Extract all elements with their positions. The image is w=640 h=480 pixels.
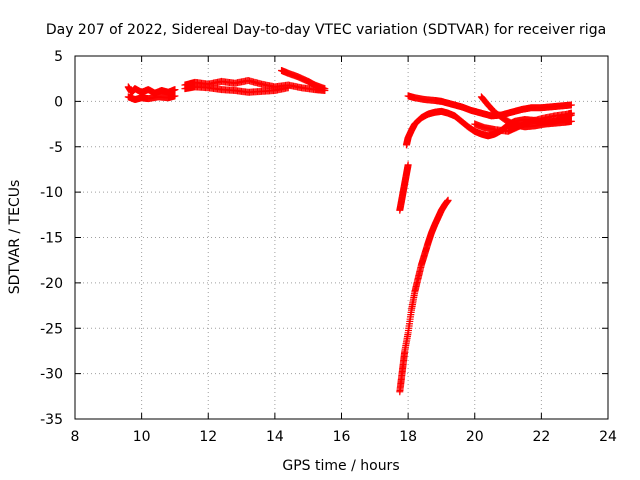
chart-title: Day 207 of 2022, Sidereal Day-to-day VTE…: [46, 22, 606, 38]
data-series-2: [124, 92, 179, 104]
data-series-7: [396, 196, 452, 396]
y-tick-label: -15: [40, 231, 63, 247]
x-tick-label: 24: [599, 429, 617, 445]
x-tick-label: 22: [532, 429, 550, 445]
x-tick-label: 10: [133, 429, 151, 445]
x-tick-label: 18: [399, 429, 417, 445]
x-tick-label: 16: [333, 429, 351, 445]
data-series-6: [396, 161, 412, 214]
y-axis-label: SDTVAR / TECUs: [7, 180, 23, 295]
y-tick-label: -5: [49, 140, 63, 156]
y-tick-label: -35: [40, 412, 63, 428]
data-point-marker: [171, 92, 179, 100]
data-series-9: [404, 92, 575, 120]
y-tick-label: -20: [40, 276, 63, 292]
y-tick-label: -25: [40, 321, 63, 337]
data-point-marker: [567, 109, 575, 117]
axis-ticks: 8 10 12 14 16 18 20 22 24 5 0 -5 -10 -15 -20 -25 -30 -35: [40, 49, 617, 445]
y-tick-label: -30: [40, 367, 63, 383]
x-tick-label: 20: [466, 429, 484, 445]
x-tick-label: 14: [266, 429, 284, 445]
plot-frame: [74, 55, 609, 420]
x-axis-label: GPS time / hours: [282, 458, 399, 474]
data-series-4: [181, 83, 292, 96]
data-points: [124, 67, 575, 396]
data-series-8: [402, 107, 575, 149]
x-tick-label: 12: [199, 429, 217, 445]
x-tick-label: 8: [71, 429, 80, 445]
data-point-marker: [567, 117, 575, 125]
data-series-1: [124, 83, 179, 97]
data-series-10: [477, 93, 575, 131]
y-tick-label: 5: [54, 49, 63, 65]
data-point-marker: [567, 101, 575, 109]
data-series-5: [278, 67, 329, 93]
y-tick-label: 0: [54, 94, 63, 110]
data-point-marker: [171, 86, 179, 94]
data-series-11: [471, 109, 575, 135]
data-point-marker: [321, 85, 329, 93]
data-point-marker: [404, 161, 412, 169]
data-point-marker: [284, 84, 292, 92]
data-point-marker: [444, 196, 452, 204]
y-tick-label: -10: [40, 185, 63, 201]
